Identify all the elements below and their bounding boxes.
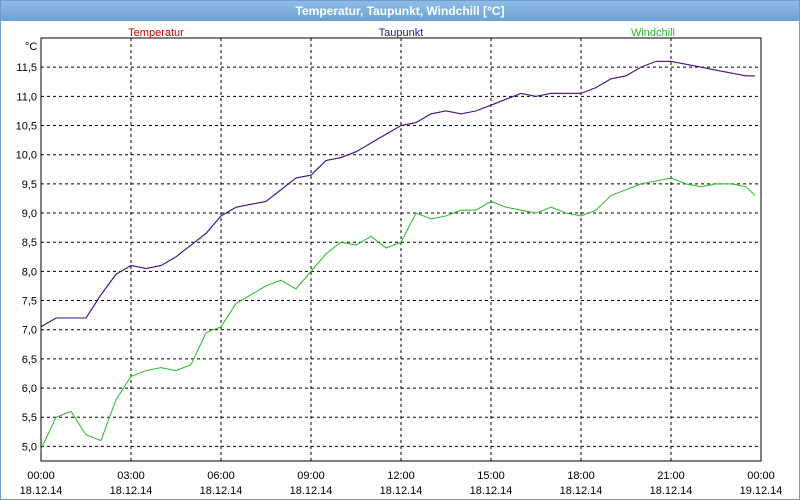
series-line-taupunkt — [40, 60, 755, 328]
legend: Temperatur Taupunkt Windchill — [128, 27, 675, 39]
y-tick-label: 10,0 — [16, 150, 37, 162]
x-tick-date: 19.12.14 — [740, 485, 783, 497]
x-tick-time: 18:00 — [567, 470, 595, 482]
series-line-temperatur — [40, 60, 755, 328]
y-tick-label: 11,0 — [16, 91, 37, 103]
y-tick-label: 7,5 — [22, 296, 37, 308]
y-tick-label: 5,5 — [22, 412, 37, 424]
x-tick-date: 18.12.14 — [110, 485, 153, 497]
x-tick-date: 18.12.14 — [380, 485, 423, 497]
x-tick-time: 03:00 — [117, 470, 145, 482]
x-tick-date: 18.12.14 — [290, 485, 333, 497]
y-tick-label: 6,5 — [22, 354, 37, 366]
x-tick-time: 12:00 — [387, 470, 415, 482]
y-tick-label: 8,0 — [22, 266, 37, 278]
window-title: Temperatur, Taupunkt, Windchill [°C] — [1, 1, 799, 21]
y-axis-unit: °C — [25, 41, 37, 53]
line-chart: 5,0 5,5 6,0 6,5 7,0 7,5 8,0 8,5 9,0 9,5 10,0 10,5 11… — [16, 27, 783, 497]
x-tick-date: 18.12.14 — [560, 485, 603, 497]
series-lines — [40, 60, 756, 450]
y-tick-label: 10,5 — [16, 121, 37, 133]
axes — [40, 37, 762, 462]
x-tick-time: 00:00 — [747, 470, 775, 482]
y-tick-label: 11,5 — [16, 62, 37, 74]
y-tick-label: 8,5 — [22, 237, 37, 249]
y-tick-label: 5,0 — [22, 441, 37, 453]
grid — [41, 38, 761, 461]
x-tick-time: 09:00 — [297, 470, 325, 482]
x-tick-date: 18.12.14 — [200, 485, 243, 497]
x-tick-date: 18.12.14 — [20, 485, 63, 497]
x-tick-time: 06:00 — [207, 470, 235, 482]
legend-item-taupunkt: Taupunkt — [379, 27, 424, 39]
plot-frame — [40, 37, 762, 462]
x-tick-time: 00:00 — [27, 470, 55, 482]
legend-item-windchill: Windchill — [631, 27, 675, 39]
x-tick-date: 18.12.14 — [470, 485, 513, 497]
y-tick-label: 7,0 — [22, 325, 37, 337]
series-line-windchill — [40, 177, 756, 450]
y-tick-label: 9,5 — [22, 179, 37, 191]
x-tick-date: 18.12.14 — [650, 485, 693, 497]
y-tick-labels: 5,0 5,5 6,0 6,5 7,0 7,5 8,0 8,5 9,0 9,5 10,0 10,5 11… — [16, 62, 37, 453]
legend-item-temperatur: Temperatur — [128, 27, 184, 39]
x-tick-labels: 00:00 18.12.14 03:00 18.12.14 06:00 18.12.14 0… — [20, 470, 783, 497]
x-tick-time: 15:00 — [477, 470, 505, 482]
y-tick-label: 9,0 — [22, 208, 37, 220]
y-tick-label: 6,0 — [22, 383, 37, 395]
x-tick-time: 21:00 — [657, 470, 685, 482]
